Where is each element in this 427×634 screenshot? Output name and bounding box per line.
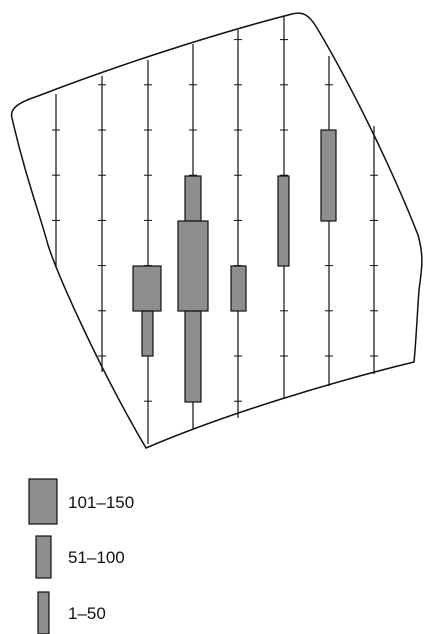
abundance-bar-51-100 <box>320 129 337 222</box>
legend-label-1-50: 1–50 <box>68 604 106 623</box>
abundance-bar-101-150 <box>132 265 162 312</box>
legend: 101–150 51–100 1–50 <box>28 478 134 634</box>
abundance-bar-101-150 <box>177 220 209 312</box>
legend-swatch-1-50 <box>37 591 50 634</box>
transect-lines <box>55 16 375 444</box>
abundance-bars <box>132 129 337 403</box>
abundance-bar-1-50 <box>141 310 154 357</box>
survey-area-boundary <box>10 12 423 449</box>
legend-swatch-51-100 <box>35 535 52 579</box>
abundance-bar-1-50 <box>277 175 290 267</box>
abundance-bar-51-100 <box>184 175 202 222</box>
abundance-bar-51-100 <box>230 265 247 312</box>
legend-label-51-100: 51–100 <box>68 548 125 567</box>
legend-label-101-150: 101–150 <box>68 493 134 512</box>
abundance-bar-51-100 <box>184 310 202 403</box>
legend-swatch-101-150 <box>28 478 58 525</box>
